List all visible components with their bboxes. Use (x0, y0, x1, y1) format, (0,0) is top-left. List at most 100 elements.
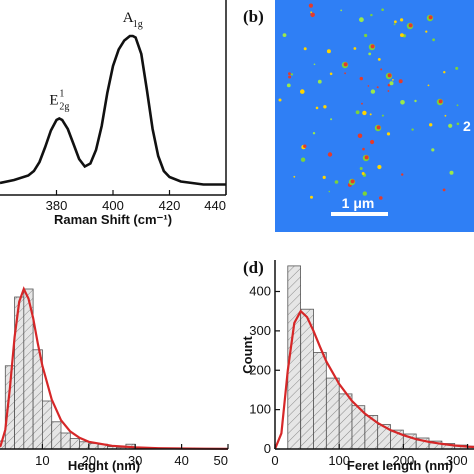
afm-particle (400, 18, 404, 22)
histogram-bar (313, 352, 327, 450)
afm-cluster-core (387, 73, 392, 78)
afm-particle (393, 23, 396, 26)
feret-y-tick-label: 100 (249, 402, 271, 417)
afm-cluster-core (350, 179, 355, 184)
panel-label-b: (b) (243, 7, 264, 26)
feret-histogram-bars (287, 265, 474, 450)
histogram-bar (42, 400, 53, 450)
afm-particle (387, 90, 390, 92)
afm-particle (387, 83, 391, 87)
afm-particle (359, 76, 363, 81)
feret-x-tick-label: 0 (271, 453, 278, 468)
feret-x-axis-label: Feret length (nm) (347, 458, 453, 473)
afm-particle (394, 20, 397, 24)
feret-x-tick-label: 100 (328, 453, 350, 468)
afm-particle (359, 17, 364, 23)
peak-superscript: 1 (59, 89, 64, 100)
afm-particle (431, 148, 435, 152)
afm-cluster-core (376, 125, 381, 130)
afm-particle (323, 105, 327, 109)
height-tick-label: 50 (214, 453, 228, 468)
afm-particle (288, 75, 292, 79)
peak-mode-letter: A (123, 10, 134, 26)
feret-y-tick-label: 200 (249, 362, 271, 377)
afm-particle (414, 99, 417, 103)
afm-cluster-core (364, 155, 369, 160)
afm-particle (310, 11, 313, 14)
afm-particle (357, 133, 363, 139)
afm-particle (444, 114, 447, 117)
afm-particle (367, 85, 370, 87)
feret-y-tick-label: 0 (264, 441, 271, 456)
afm-particle (326, 49, 331, 54)
afm-particle (340, 9, 343, 12)
height-tick-label: 30 (128, 453, 142, 468)
afm-particle (381, 114, 384, 117)
afm-particles (278, 3, 460, 200)
height-histogram-panel: 10 20 30 40 50 Height (nm) (0, 286, 229, 473)
afm-particle (432, 38, 435, 42)
height-x-ticks: 10 20 30 40 50 (35, 444, 229, 468)
feret-axis-ticks: 0 100 200 300 0 100 200 300 400 (249, 284, 469, 468)
afm-particle (456, 104, 459, 107)
scale-bar-label: 1 μm (342, 195, 375, 211)
afm-edge-label: 2 (463, 118, 471, 134)
afm-particle (327, 152, 333, 157)
afm-particle (353, 47, 357, 50)
afm-particle (362, 110, 367, 116)
height-fit-curve (0, 286, 229, 450)
feret-histogram-panel: (d) 0 100 200 300 0 100 200 300 400 Feret length… (240, 258, 474, 473)
afm-particle (379, 196, 383, 200)
afm-cluster-core (370, 44, 375, 49)
afm-particle (334, 180, 339, 184)
feret-y-axis-label: Count (240, 336, 255, 374)
afm-particle (329, 72, 333, 76)
histogram-bar (51, 421, 62, 450)
histogram-bar (325, 377, 340, 450)
afm-particle (376, 86, 379, 89)
afm-particle (370, 89, 376, 94)
height-tick-label: 20 (82, 453, 96, 468)
afm-particle (369, 113, 372, 116)
afm-image-panel: (b) 2 1 μm (243, 0, 474, 232)
afm-particle (317, 79, 322, 84)
raman-x-ticks: 380 400 420 440 (46, 190, 227, 213)
afm-particle (303, 144, 307, 148)
afm-particle (300, 89, 305, 94)
afm-particle (288, 72, 291, 75)
afm-particle (456, 122, 460, 126)
feret-x-tick-label: 200 (393, 453, 415, 468)
afm-particle (312, 132, 316, 135)
afm-particle (400, 100, 405, 105)
afm-particle (364, 33, 368, 38)
afm-particle (308, 3, 313, 8)
afm-particle (427, 84, 430, 87)
afm-particle (442, 188, 446, 192)
afm-particle (370, 139, 375, 145)
peak-mode-letter: E (49, 93, 58, 109)
afm-cluster-core (438, 99, 443, 104)
afm-particle (300, 157, 306, 162)
afm-particle (310, 195, 313, 199)
afm-particle (392, 79, 394, 81)
height-histogram-bars (0, 288, 164, 450)
afm-particle (361, 102, 363, 105)
histogram-bar (69, 438, 80, 450)
afm-particle (449, 170, 454, 175)
raman-peak-labels: E 1 2g A 1g (49, 10, 142, 113)
afm-particle (411, 128, 414, 131)
afm-particle (355, 110, 360, 115)
afm-particle (303, 47, 307, 51)
afm-particle (400, 33, 404, 37)
height-tick-label: 40 (174, 453, 188, 468)
afm-particle (398, 79, 403, 84)
afm-particle (429, 123, 433, 127)
afm-particle (278, 98, 282, 102)
raman-tick-label: 380 (46, 198, 68, 213)
histogram-bar (79, 441, 90, 450)
raman-tick-label: 440 (204, 198, 226, 213)
afm-particle (455, 66, 459, 70)
afm-particle (328, 190, 331, 193)
afm-particle (286, 83, 291, 88)
